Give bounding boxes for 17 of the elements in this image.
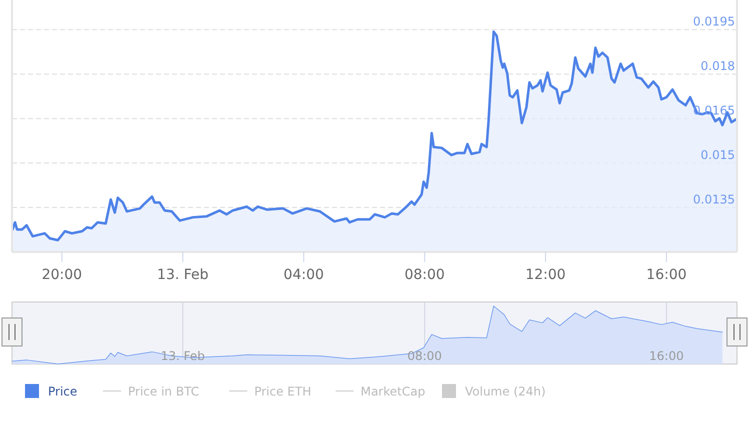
x-tick-label: 12:00: [525, 267, 566, 283]
x-tick-label: 08:00: [404, 267, 445, 283]
x-tick-label: 20:00: [42, 267, 82, 283]
x-tick-label: 04:00: [284, 267, 324, 283]
y-tick-label: 0.015: [700, 148, 735, 162]
legend-label: Price: [48, 384, 78, 398]
legend-label: Price in BTC: [128, 384, 200, 398]
y-tick-label: 0.018: [700, 59, 735, 74]
x-tick-label: 13. Feb: [157, 267, 209, 283]
x-tick-label: 08:00: [407, 349, 442, 363]
y-tick-label: 0.0195: [693, 14, 735, 29]
legend-label: MarketCap: [360, 384, 426, 398]
x-tick-label: 16:00: [649, 349, 684, 363]
x-tick-label: 16:00: [646, 267, 687, 283]
y-tick-label: 0.0135: [693, 192, 735, 207]
legend-label: Volume (24h): [465, 384, 546, 398]
legend-label: Price ETH: [254, 384, 312, 398]
